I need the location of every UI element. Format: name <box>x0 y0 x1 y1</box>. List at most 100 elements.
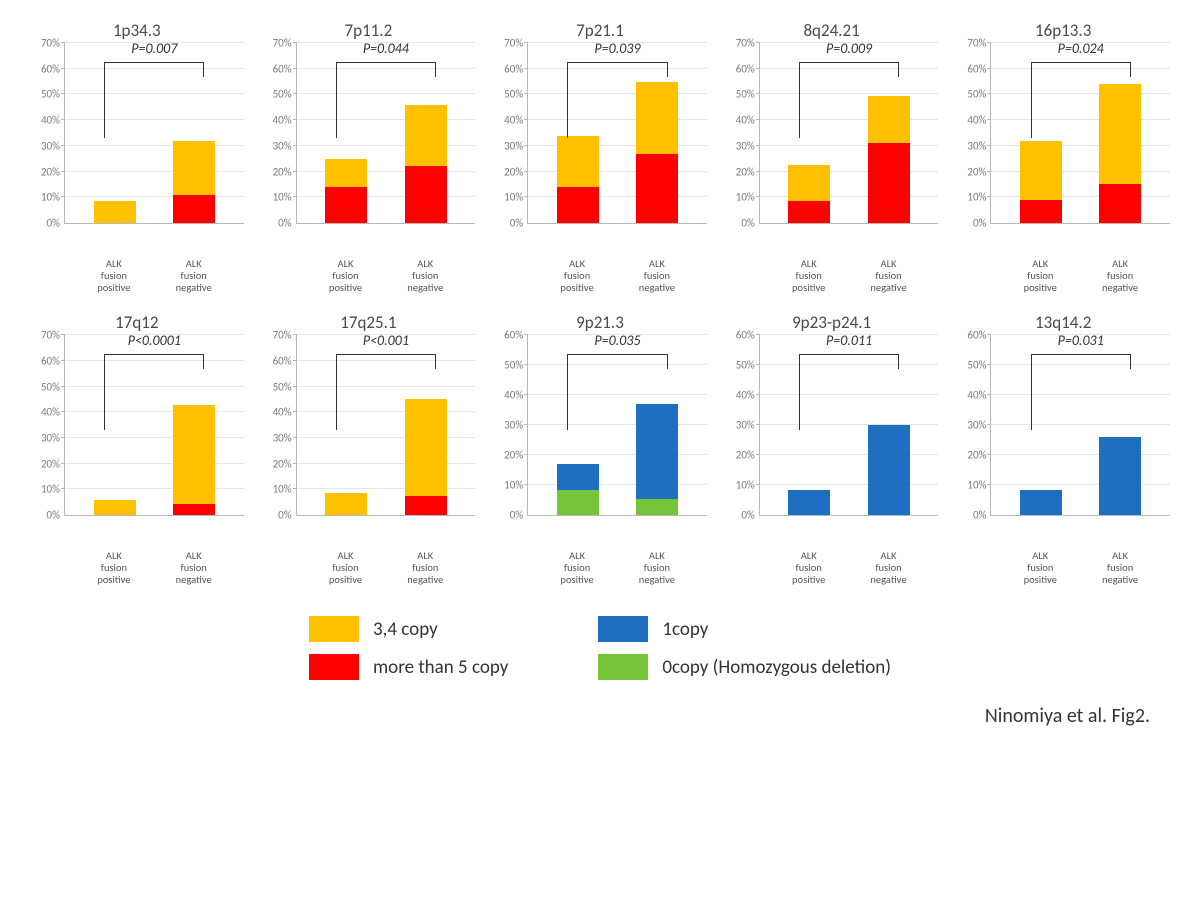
plot-area: P=0.044 <box>296 43 476 224</box>
stacked-bar <box>94 201 136 223</box>
p-value-label: P=0.039 <box>594 40 640 57</box>
bar-segment <box>557 136 599 187</box>
y-tick-label: 50% <box>41 89 60 100</box>
panel-title: 17q12 <box>30 312 244 333</box>
stacked-bar <box>405 399 447 515</box>
y-tick-label: 30% <box>504 140 523 151</box>
y-axis: 0%10%20%30%40%50%60%70% <box>30 43 64 223</box>
y-tick-label: 60% <box>967 63 986 74</box>
y-axis: 0%10%20%30%40%50%60%70% <box>262 43 296 223</box>
x-category-label: ALK fusion positive <box>556 550 598 586</box>
y-tick-label: 70% <box>967 38 986 49</box>
y-tick-label: 0% <box>741 218 754 229</box>
y-tick-label: 10% <box>736 480 755 491</box>
legend-swatch <box>309 616 359 642</box>
y-tick-label: 40% <box>41 407 60 418</box>
p-value-label: P=0.035 <box>594 332 640 349</box>
bar-segment <box>94 201 136 223</box>
plot-area: P=0.009 <box>759 43 939 224</box>
y-tick-label: 30% <box>504 420 523 431</box>
stacked-bar <box>557 136 599 223</box>
bar-segment <box>173 195 215 223</box>
bar-segment <box>405 399 447 495</box>
y-tick-label: 20% <box>736 450 755 461</box>
plot-area: P=0.031 <box>990 335 1170 516</box>
y-tick-label: 50% <box>273 381 292 392</box>
plot-area: P=0.035 <box>527 335 707 516</box>
y-tick-label: 30% <box>273 433 292 444</box>
bar-segment <box>1099 437 1141 515</box>
y-tick-label: 50% <box>736 360 755 371</box>
y-tick-label: 0% <box>47 218 60 229</box>
bar-segment <box>636 499 678 516</box>
y-tick-label: 0% <box>278 218 291 229</box>
bar-segment <box>1020 141 1062 200</box>
y-axis: 0%10%20%30%40%50%60%70% <box>725 43 759 223</box>
stacked-bar <box>788 490 830 516</box>
y-tick-label: 40% <box>41 115 60 126</box>
bar-segment <box>173 504 215 516</box>
y-tick-label: 70% <box>273 38 292 49</box>
legend-item: more than 5 copy <box>309 654 508 680</box>
x-category-label: ALK fusion positive <box>1019 258 1061 294</box>
comparison-bracket <box>336 354 436 355</box>
y-tick-label: 60% <box>273 63 292 74</box>
chart-panel: 9p23-p24.10%10%20%30%40%50%60%P=0.011ALK… <box>725 312 939 586</box>
y-tick-label: 40% <box>504 115 523 126</box>
bar-segment <box>557 464 599 490</box>
y-axis: 0%10%20%30%40%50%60% <box>725 335 759 515</box>
y-tick-label: 40% <box>273 407 292 418</box>
y-tick-label: 0% <box>510 510 523 521</box>
y-tick-label: 10% <box>967 192 986 203</box>
stacked-bar <box>405 105 447 223</box>
panel-title: 17q25.1 <box>262 312 476 333</box>
stacked-bar <box>636 82 678 223</box>
p-value-label: P=0.024 <box>1058 40 1104 57</box>
y-tick-label: 30% <box>736 420 755 431</box>
bar-segment <box>788 165 830 201</box>
x-category-label: ALK fusion positive <box>324 550 366 586</box>
y-tick-label: 20% <box>504 166 523 177</box>
y-tick-label: 70% <box>41 330 60 341</box>
comparison-bracket <box>799 354 899 355</box>
figure-caption: Ninomiya et al. Fig2. <box>30 704 1170 728</box>
stacked-bar <box>868 96 910 223</box>
legend-label: 3,4 copy <box>373 618 438 641</box>
chart-panel: 7p11.20%10%20%30%40%50%60%70%P=0.044ALK … <box>262 20 476 294</box>
y-tick-label: 30% <box>967 420 986 431</box>
stacked-bar <box>94 500 136 515</box>
bar-segment <box>405 496 447 515</box>
plot-area: P=0.024 <box>990 43 1170 224</box>
y-tick-label: 60% <box>41 355 60 366</box>
y-tick-label: 40% <box>967 390 986 401</box>
y-tick-label: 0% <box>510 218 523 229</box>
legend-item: 0copy (Homozygous deletion) <box>598 654 891 680</box>
legend-swatch <box>598 616 648 642</box>
y-tick-label: 70% <box>41 38 60 49</box>
y-tick-label: 0% <box>741 510 754 521</box>
x-category-label: ALK fusion negative <box>867 550 909 586</box>
chart-panel: 7p21.10%10%20%30%40%50%60%70%P=0.039ALK … <box>493 20 707 294</box>
y-tick-label: 50% <box>273 89 292 100</box>
y-tick-label: 10% <box>41 192 60 203</box>
panel-title: 8q24.21 <box>725 20 939 41</box>
p-value-label: P=0.007 <box>131 40 177 57</box>
x-category-label: ALK fusion negative <box>1099 550 1141 586</box>
bar-segment <box>636 82 678 154</box>
x-category-label: ALK fusion negative <box>404 550 446 586</box>
comparison-bracket <box>104 354 204 355</box>
x-category-label: ALK fusion negative <box>173 550 215 586</box>
bar-segment <box>1099 184 1141 223</box>
chart-panel: 8q24.210%10%20%30%40%50%60%70%P=0.009ALK… <box>725 20 939 294</box>
panel-title: 7p21.1 <box>493 20 707 41</box>
y-axis: 0%10%20%30%40%50%60%70% <box>493 43 527 223</box>
legend: 3,4 copy1copymore than 5 copy0copy (Homo… <box>30 616 1170 680</box>
y-tick-label: 60% <box>736 63 755 74</box>
bar-segment <box>868 425 910 515</box>
stacked-bar <box>173 405 215 516</box>
y-tick-label: 60% <box>41 63 60 74</box>
y-tick-label: 50% <box>967 360 986 371</box>
y-tick-label: 30% <box>967 140 986 151</box>
bar-segment <box>325 159 367 187</box>
y-tick-label: 20% <box>273 458 292 469</box>
